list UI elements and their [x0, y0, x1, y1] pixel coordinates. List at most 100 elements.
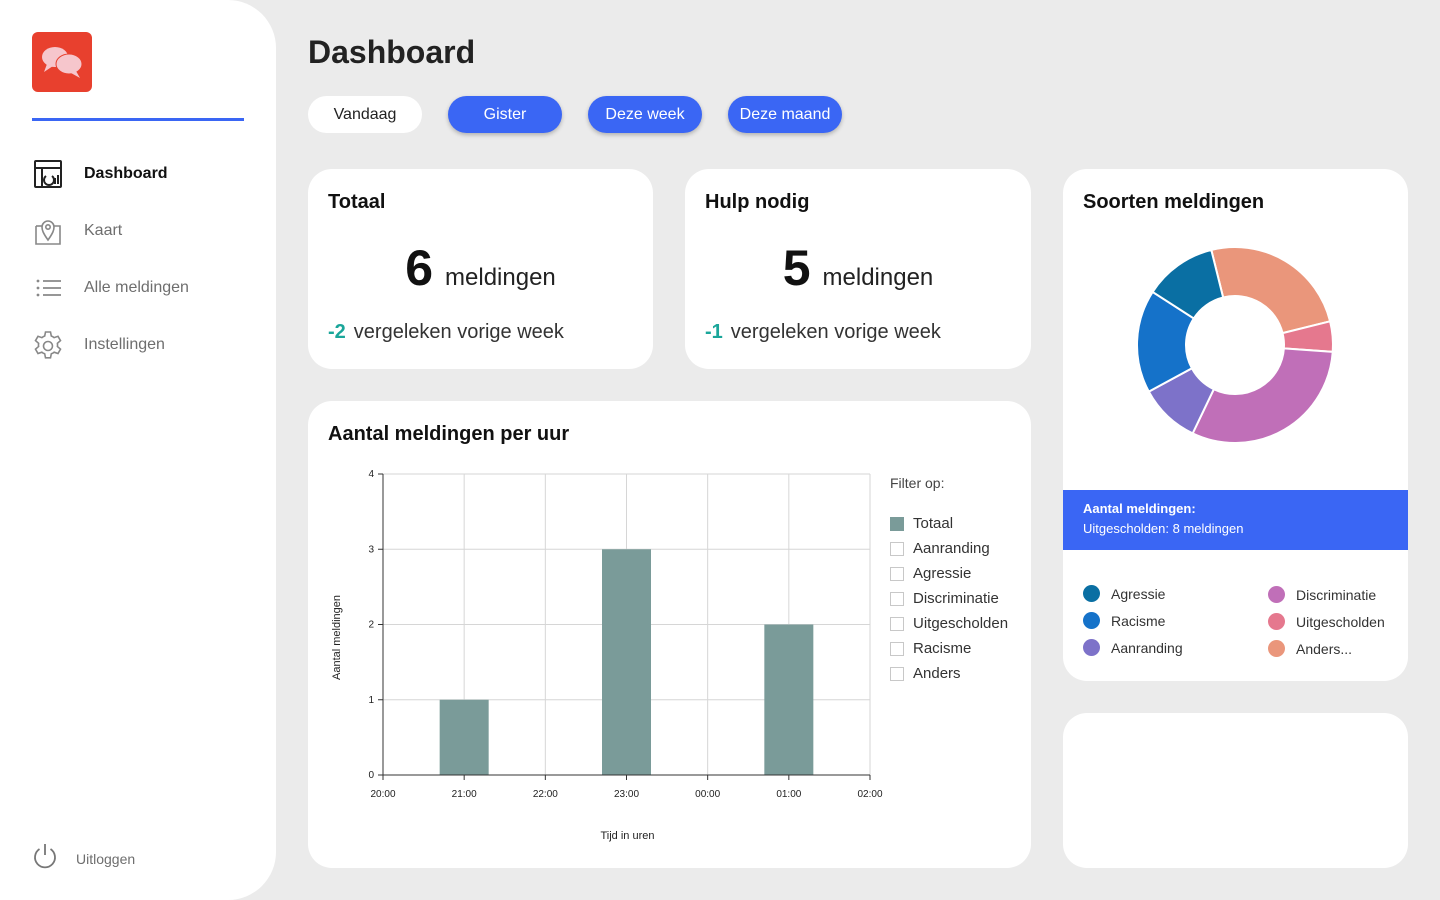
types-donut-chart: [1136, 246, 1334, 444]
sidebar-nav: Dashboard Kaart: [32, 158, 252, 386]
legend-swatch: [1268, 586, 1285, 603]
info-title: Aantal meldingen:: [1083, 501, 1196, 516]
totaal-card: Totaal 6 meldingen -2 vergeleken vorige we…: [308, 169, 653, 369]
checkbox[interactable]: [890, 641, 904, 656]
kpi-unit: meldingen: [822, 264, 934, 291]
types-card: Soorten meldingen Aantal meldingen: Uitg…: [1063, 169, 1408, 681]
card-title: Aantal meldingen per uur: [328, 423, 570, 445]
dashboard-icon: [32, 158, 64, 190]
sidebar-item-label: Dashboard: [84, 165, 168, 182]
kpi-comparison: -2 vergeleken vorige week: [328, 321, 564, 344]
kpi-number: 5: [782, 240, 811, 296]
bar-2300[interactable]: [602, 549, 651, 775]
legend-item[interactable]: Racisme: [1083, 612, 1165, 629]
logout-label: Uitloggen: [76, 850, 136, 867]
y-tick-label: 4: [368, 469, 374, 480]
kpi-number: 6: [405, 240, 434, 296]
filter-option-anders[interactable]: Anders: [890, 661, 1008, 686]
legend-swatch: [1268, 640, 1285, 657]
legend-swatch: [1083, 585, 1100, 602]
legend-item[interactable]: Discriminatie: [1268, 586, 1376, 603]
hourly-chart-card: Aantal meldingen per uur 0 1 2 3 4 20:00 21:00…: [308, 401, 1031, 868]
donut-slice-discriminatie[interactable]: [1191, 347, 1334, 444]
checkbox[interactable]: [890, 566, 904, 581]
bar-0100[interactable]: [764, 624, 814, 776]
kpi-unit: meldingen: [445, 264, 556, 291]
legend-swatch: [1268, 613, 1285, 630]
kpi-value: 6 meldingen: [308, 239, 653, 297]
donut-slice-agressie[interactable]: [1151, 248, 1225, 320]
y-tick-label: 3: [368, 544, 374, 555]
sidebar-item-label: Alle meldingen: [84, 279, 189, 296]
x-tick-label: 20:00: [370, 789, 395, 800]
legend-item[interactable]: Anders...: [1268, 640, 1352, 657]
filter-deze-maand-button[interactable]: Deze maand: [728, 96, 842, 133]
hulp-nodig-card: Hulp nodig 5 meldingen -1 vergeleken vorig…: [685, 169, 1031, 369]
filter-option-racisme[interactable]: Racisme: [890, 636, 1008, 661]
kpi-compare-text: vergeleken vorige week: [353, 321, 564, 343]
filter-option-discriminatie[interactable]: Discriminatie: [890, 586, 1008, 611]
donut-slice-anders[interactable]: [1210, 246, 1332, 335]
checkbox[interactable]: [890, 591, 904, 606]
x-tick-label: 22:00: [533, 789, 558, 800]
y-tick-label: 0: [368, 770, 374, 781]
kpi-value: 5 meldingen: [685, 239, 1031, 297]
x-tick-label: 21:00: [452, 789, 477, 800]
filter-option-agressie[interactable]: Agressie: [890, 561, 1008, 586]
card-title: Soorten meldingen: [1083, 191, 1265, 213]
checkbox-label: Totaal: [913, 515, 954, 532]
y-tick-label: 2: [368, 620, 374, 631]
filter-option-aanranding[interactable]: Aanranding: [890, 536, 1008, 561]
kpi-delta: -1: [705, 321, 723, 343]
gear-icon: [32, 329, 64, 361]
x-tick-label: 01:00: [776, 789, 801, 800]
logo-divider: [32, 118, 244, 121]
checkbox-label: Racisme: [913, 640, 972, 657]
checkbox-label: Anders: [913, 665, 961, 682]
checkbox-label: Aanranding: [913, 540, 990, 557]
legend-label: Discriminatie: [1296, 586, 1377, 603]
app-logo[interactable]: [32, 32, 92, 92]
kpi-compare-text: vergeleken vorige week: [730, 321, 941, 343]
sidebar-item-label: Instellingen: [84, 336, 165, 353]
legend-item[interactable]: Aanranding: [1083, 639, 1183, 656]
sidebar-item-dashboard[interactable]: Dashboard: [32, 158, 252, 190]
kpi-comparison: -1 vergeleken vorige week: [705, 321, 941, 344]
period-filters: Vandaag Gister Deze week Deze maand: [308, 96, 868, 133]
donut-info-bar: Aantal meldingen: Uitgescholden: 8 meldi…: [1063, 490, 1408, 550]
legend-label: Racisme: [1111, 612, 1166, 629]
filter-option-totaal[interactable]: Totaal: [890, 511, 1008, 536]
legend-item[interactable]: Uitgescholden: [1268, 613, 1385, 630]
legend-label: Anders...: [1296, 640, 1353, 657]
card-title: Hulp nodig: [705, 191, 810, 213]
checkbox[interactable]: [890, 666, 904, 681]
logout-button[interactable]: Uitloggen: [32, 842, 135, 875]
legend-swatch: [1083, 612, 1100, 629]
card-title: Totaal: [328, 191, 386, 213]
sidebar-item-label: Kaart: [84, 222, 123, 239]
hourly-bar-chart: 0 1 2 3 4 20:00 21:00 22:00 23:00 00:00 01:00 02:00…: [331, 469, 883, 842]
filter-option-uitgescholden[interactable]: Uitgescholden: [890, 611, 1008, 636]
map-pin-icon: [32, 215, 64, 247]
checkbox-label: Discriminatie: [913, 590, 999, 607]
sidebar-item-alle-meldingen[interactable]: Alle meldingen: [32, 272, 252, 304]
list-icon: [32, 272, 64, 304]
legend-swatch: [1083, 639, 1100, 656]
bar-2100[interactable]: [439, 699, 489, 775]
sidebar-item-kaart[interactable]: Kaart: [32, 215, 252, 247]
legend-label: Agressie: [1111, 585, 1166, 602]
filter-title: Filter op:: [890, 475, 945, 491]
filter-gister-button[interactable]: Gister: [448, 96, 562, 133]
checkbox[interactable]: [890, 541, 904, 556]
filter-vandaag-button[interactable]: Vandaag: [308, 96, 422, 133]
filter-deze-week-button[interactable]: Deze week: [588, 96, 702, 133]
empty-card: [1063, 713, 1408, 868]
checkbox[interactable]: [890, 616, 904, 631]
sidebar-item-instellingen[interactable]: Instellingen: [32, 329, 252, 361]
x-tick-label: 00:00: [695, 789, 720, 800]
checkbox-label: Uitgescholden: [913, 615, 1009, 632]
chart-filter-panel: Filter op: Totaal Aanranding Agressie Discr…: [890, 475, 1008, 686]
checkbox[interactable]: [890, 516, 904, 531]
legend-item[interactable]: Agressie: [1083, 585, 1165, 602]
x-axis-label: Tijd in uren: [600, 830, 654, 842]
